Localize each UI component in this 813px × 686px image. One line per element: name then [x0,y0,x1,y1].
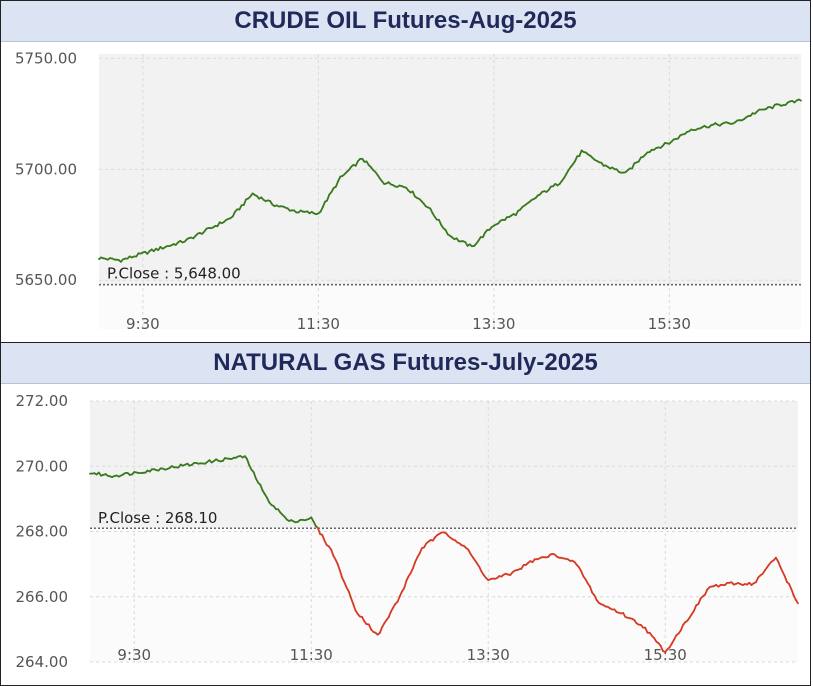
y-tick-label: 270.00 [16,457,69,475]
plot-area-below-close [90,528,798,662]
prev-close-label: P.Close : 5,648.00 [107,265,241,283]
price-segment [334,180,340,188]
y-tick-label: 5750.00 [15,49,77,67]
price-segment [704,588,709,596]
price-segment [794,598,799,605]
price-segment [659,645,664,653]
price-line [98,98,802,263]
price-segment [321,200,326,209]
price-segment [352,603,357,612]
crude-oil-chart: 5750.00 5700.00 5650.00 9:30 11:30 13:30 15:30… [15,49,802,333]
x-tick-label: 9:30 [126,315,160,333]
price-segment [578,149,583,157]
price-segment [697,597,702,605]
crude-oil-chart-panel: CRUDE OIL Futures-Aug-2025 5750.00 5700.0… [0,0,811,343]
chart-title-bar: NATURAL GAS Futures-July-2025 [1,343,810,384]
x-tick-label: 13:30 [472,315,515,333]
price-segment [350,597,355,606]
price-segment [326,193,331,202]
natural-gas-chart: 272.00 270.00 268.00 266.00 264.00 9:30 11:30 1… [16,392,799,671]
y-tick-label: 268.00 [16,523,69,541]
chart-title: NATURAL GAS Futures-July-2025 [213,349,598,376]
price-segment [242,198,247,206]
chart-title: CRUDE OIL Futures-Aug-2025 [234,7,577,34]
price-segment [631,162,636,170]
price-segment [387,610,392,619]
price-segment [580,570,585,578]
x-tick-label: 15:30 [644,646,687,664]
price-segment [339,569,344,579]
price-segment [589,585,594,594]
y-tick-label: 266.00 [16,588,69,606]
price-segment [797,98,802,102]
natural-gas-chart-panel: NATURAL GAS Futures-July-2025 272.00 270.… [0,342,811,686]
y-tick-label: 272.00 [16,392,69,410]
plot-area-above-close [90,401,798,529]
price-segment [438,218,443,226]
chart-title-bar: CRUDE OIL Futures-Aug-2025 [1,1,810,42]
plot-area-below-close [99,284,801,329]
price-segment [330,548,335,557]
price-segment [783,575,788,583]
price-segment [347,590,353,600]
price-segment [246,458,251,467]
price-segment [693,604,698,612]
price-segment [259,483,264,492]
price-segment [412,560,417,570]
price-segment [403,579,408,590]
price-segment [777,560,782,568]
price-segment [252,471,257,480]
price-segment [378,626,384,634]
x-tick-label: 11:30 [297,315,340,333]
price-segment [411,190,416,198]
x-tick-label: 13:30 [467,646,510,664]
price-segment [679,624,684,632]
price-segment [321,534,326,542]
y-tick-label: 5650.00 [15,271,77,289]
price-segment [316,527,322,535]
prev-close-label: P.Close : 268.10 [98,509,217,527]
x-tick-label: 15:30 [648,315,691,333]
price-segment [790,588,795,597]
y-tick-label: 5700.00 [15,160,77,178]
price-segment [343,581,348,589]
x-tick-label: 11:30 [290,646,333,664]
price-segment [788,583,793,591]
y-tick-label: 264.00 [16,653,69,671]
price-segment [418,547,423,555]
price-line [89,455,799,653]
price-segment [396,595,401,603]
x-tick-label: 9:30 [117,646,151,664]
price-segment [336,563,341,572]
